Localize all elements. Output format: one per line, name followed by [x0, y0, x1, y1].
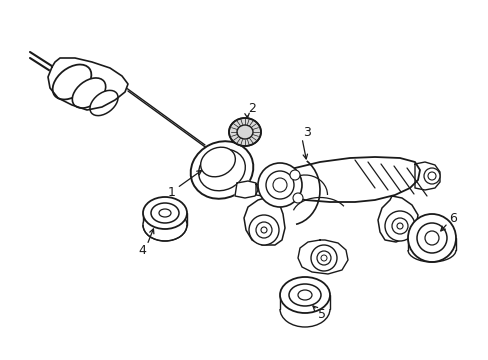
Text: 3: 3: [303, 126, 310, 139]
Text: 6: 6: [448, 211, 456, 225]
Ellipse shape: [297, 290, 311, 300]
Ellipse shape: [190, 141, 253, 199]
Circle shape: [289, 170, 299, 180]
Ellipse shape: [53, 64, 91, 99]
Polygon shape: [377, 196, 417, 242]
Circle shape: [396, 223, 402, 229]
Circle shape: [272, 178, 286, 192]
Ellipse shape: [280, 277, 329, 313]
Circle shape: [407, 214, 455, 262]
Polygon shape: [235, 181, 258, 198]
Text: 5: 5: [317, 309, 325, 321]
Circle shape: [391, 218, 407, 234]
Polygon shape: [297, 240, 347, 274]
Text: 1: 1: [168, 186, 176, 199]
Polygon shape: [271, 157, 419, 202]
Circle shape: [292, 193, 303, 203]
Circle shape: [320, 255, 326, 261]
Ellipse shape: [159, 209, 171, 217]
Ellipse shape: [151, 203, 179, 223]
Circle shape: [258, 163, 302, 207]
Circle shape: [427, 172, 435, 180]
Ellipse shape: [90, 90, 118, 116]
Circle shape: [316, 251, 330, 265]
Polygon shape: [244, 196, 285, 245]
Text: 4: 4: [138, 243, 145, 256]
Polygon shape: [48, 58, 128, 110]
Ellipse shape: [200, 147, 235, 177]
Circle shape: [248, 215, 279, 245]
Circle shape: [416, 223, 446, 253]
Circle shape: [423, 168, 439, 184]
Ellipse shape: [228, 118, 261, 146]
Ellipse shape: [198, 149, 245, 191]
Polygon shape: [414, 162, 439, 190]
Circle shape: [310, 245, 336, 271]
Ellipse shape: [142, 197, 186, 229]
Ellipse shape: [72, 78, 105, 108]
Circle shape: [384, 211, 414, 241]
Circle shape: [261, 227, 266, 233]
Ellipse shape: [142, 209, 186, 241]
Polygon shape: [256, 184, 264, 196]
Circle shape: [265, 171, 293, 199]
Circle shape: [424, 231, 438, 245]
Text: 2: 2: [247, 102, 255, 114]
Circle shape: [256, 222, 271, 238]
Ellipse shape: [288, 284, 320, 306]
